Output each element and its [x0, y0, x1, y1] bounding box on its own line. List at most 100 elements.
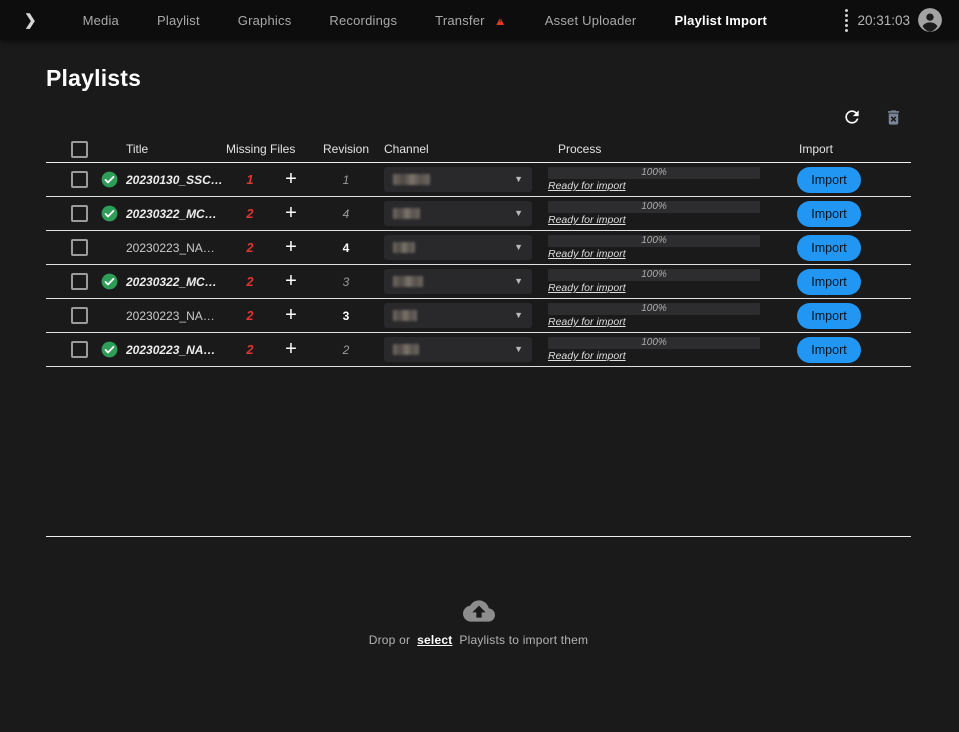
row-checkbox[interactable] [71, 273, 88, 290]
row-checkbox[interactable] [71, 341, 88, 358]
nav-item-label: Asset Uploader [545, 13, 637, 28]
header-title: Title [126, 142, 226, 156]
trash-icon [884, 108, 903, 127]
import-button[interactable]: Import [797, 303, 861, 329]
chevron-down-icon: ▼ [514, 209, 523, 218]
channel-select[interactable]: ▼ [384, 201, 532, 226]
table-toolbar [46, 102, 911, 132]
row-checkbox[interactable] [71, 171, 88, 188]
process-status: Ready for import [548, 248, 626, 260]
channel-select[interactable]: ▼ [384, 303, 532, 328]
channel-select[interactable]: ▼ [384, 235, 532, 260]
progress-bar: 100% [548, 167, 760, 179]
channel-value-redacted [393, 174, 430, 185]
missing-files-count: 2 [226, 275, 274, 289]
nav-items: Media Playlist Graphics Recordings Trans… [83, 13, 767, 28]
nav-item-asset-uploader[interactable]: Asset Uploader [545, 13, 637, 28]
main-content: Playlists Title Missing Files Revision C… [0, 65, 959, 647]
add-missing-files-icon[interactable]: + [274, 202, 308, 225]
more-options-icon[interactable] [843, 7, 850, 34]
revision-value: 4 [308, 207, 384, 221]
import-button[interactable]: Import [797, 201, 861, 227]
progress-bar: 100% [548, 201, 760, 213]
channel-select[interactable]: ▼ [384, 167, 532, 192]
header-missing-files: Missing Files [226, 142, 308, 156]
header-import: Import [790, 142, 911, 156]
add-missing-files-icon[interactable]: + [274, 270, 308, 293]
row-checkbox[interactable] [71, 239, 88, 256]
progress-percent: 100% [548, 201, 760, 213]
nav-item-media[interactable]: Media [83, 13, 119, 28]
imported-check-icon [100, 272, 119, 291]
chevron-down-icon: ▼ [514, 243, 523, 252]
add-missing-files-icon[interactable]: + [274, 236, 308, 259]
progress-percent: 100% [548, 303, 760, 315]
missing-files-count: 2 [226, 309, 274, 323]
delete-selected-button[interactable] [884, 108, 903, 127]
add-missing-files-icon[interactable]: + [274, 168, 308, 191]
nav-item-graphics[interactable]: Graphics [238, 13, 292, 28]
nav-item-label: Playlist Import [674, 13, 767, 28]
process-status: Ready for import [548, 350, 626, 362]
chevron-down-icon: ▼ [514, 345, 523, 354]
nav-item-recordings[interactable]: Recordings [329, 13, 397, 28]
row-checkbox[interactable] [71, 205, 88, 222]
playlist-title: 20230223_NA… [126, 309, 226, 323]
nav-item-playlist-import[interactable]: Playlist Import [674, 13, 767, 28]
nav-item-label: Transfer [435, 13, 485, 28]
cloud-upload-icon [463, 599, 495, 623]
table-row: 20230322_MC… 2 + 4 ▼ 100% Ready for impo… [46, 197, 911, 231]
table-header: Title Missing Files Revision Channel Pro… [46, 136, 911, 163]
process-status: Ready for import [548, 180, 626, 192]
header-process: Process [540, 142, 790, 156]
account-icon[interactable] [917, 7, 943, 33]
missing-files-count: 2 [226, 343, 274, 357]
dropzone-text: Drop orselectPlaylists to import them [46, 633, 911, 647]
nav-item-playlist[interactable]: Playlist [157, 13, 200, 28]
missing-files-count: 1 [226, 173, 274, 187]
imported-check-icon [100, 204, 119, 223]
progress-bar: 100% [548, 337, 760, 349]
nav-right-cluster: 20:31:03 [843, 7, 943, 34]
expand-menu-icon[interactable]: ❯ [24, 11, 37, 29]
revision-value: 1 [308, 173, 384, 187]
select-files-link[interactable]: select [417, 633, 452, 647]
import-button[interactable]: Import [797, 167, 861, 193]
header-revision: Revision [308, 142, 384, 156]
channel-select[interactable]: ▼ [384, 337, 532, 362]
footer-divider [46, 536, 911, 537]
channel-value-redacted [393, 242, 415, 253]
progress-percent: 100% [548, 167, 760, 179]
import-button[interactable]: Import [797, 235, 861, 261]
refresh-button[interactable] [842, 107, 862, 127]
chevron-down-icon: ▼ [514, 311, 523, 320]
playlist-dropzone[interactable]: Drop orselectPlaylists to import them [46, 599, 911, 647]
add-missing-files-icon[interactable]: + [274, 304, 308, 327]
imported-check-icon [100, 170, 119, 189]
progress-bar: 100% [548, 235, 760, 247]
progress-percent: 100% [548, 235, 760, 247]
chevron-down-icon: ▼ [514, 175, 523, 184]
import-button[interactable]: Import [797, 337, 861, 363]
missing-files-count: 2 [226, 241, 274, 255]
playlist-title: 20230223_NA… [126, 343, 226, 357]
row-checkbox[interactable] [71, 307, 88, 324]
table-body: 20230130_SSC… 1 + 1 ▼ 100% Ready for imp… [46, 163, 911, 367]
table-row: 20230322_MC… 2 + 3 ▼ 100% Ready for impo… [46, 265, 911, 299]
nav-item-label: Graphics [238, 13, 292, 28]
process-status: Ready for import [548, 316, 626, 328]
add-missing-files-icon[interactable]: + [274, 338, 308, 361]
playlist-title: 20230130_SSC… [126, 173, 226, 187]
select-all-checkbox[interactable] [71, 141, 88, 158]
progress-bar: 100% [548, 269, 760, 281]
process-status: Ready for import [548, 214, 626, 226]
nav-item-transfer[interactable]: Transfer ▲ [435, 13, 507, 28]
header-channel: Channel [384, 142, 540, 156]
refresh-icon [842, 107, 862, 127]
process-status: Ready for import [548, 282, 626, 294]
import-button[interactable]: Import [797, 269, 861, 295]
nav-item-label: Media [83, 13, 119, 28]
table-row: 20230223_NA… 2 + 4 ▼ 100% Ready for impo… [46, 231, 911, 265]
channel-select[interactable]: ▼ [384, 269, 532, 294]
missing-files-count: 2 [226, 207, 274, 221]
